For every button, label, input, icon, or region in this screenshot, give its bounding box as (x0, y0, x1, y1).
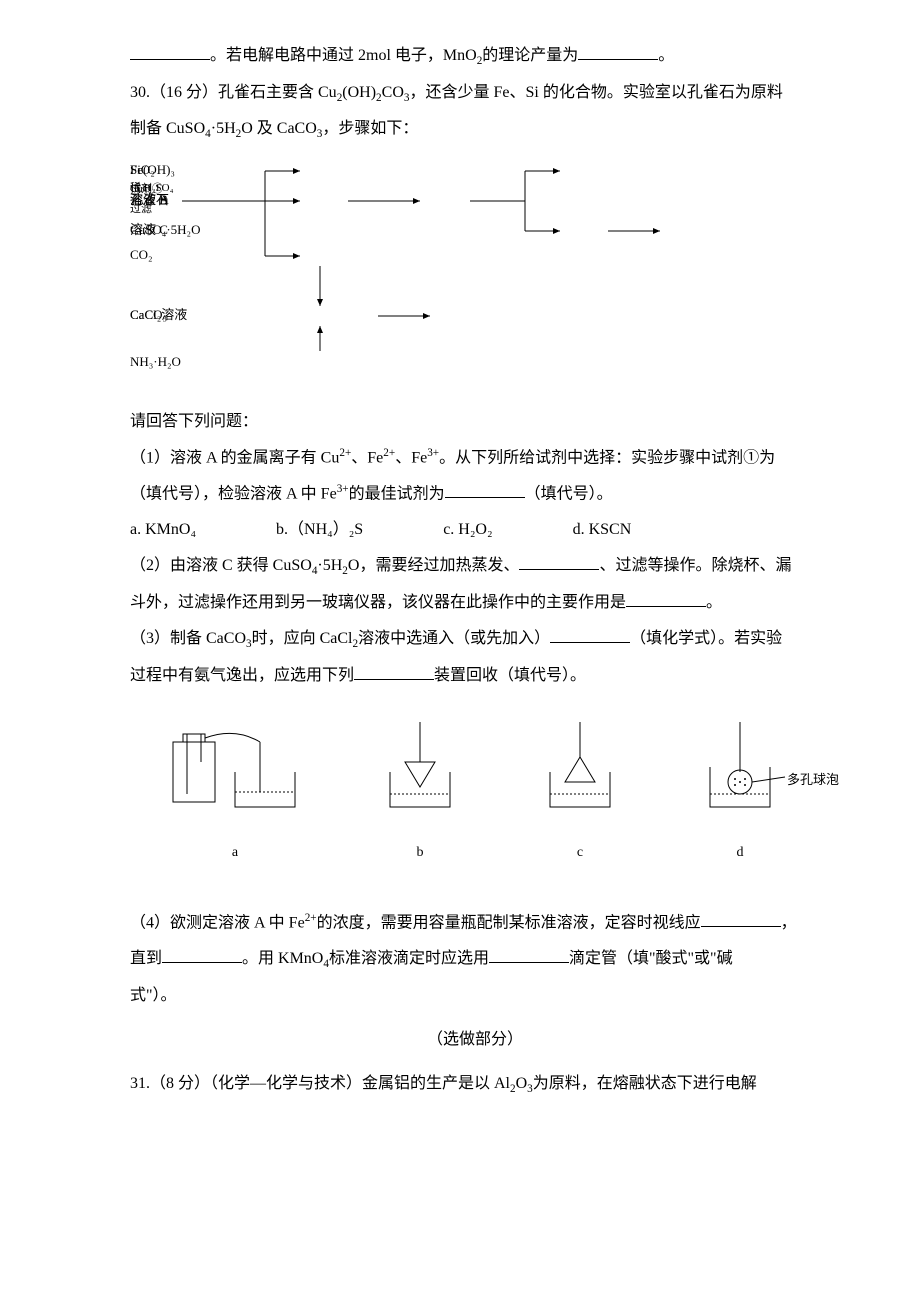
device-b: b (375, 722, 465, 867)
device-a-label: a (165, 839, 305, 867)
text: 30.（16 分）孔雀石主要含 Cu (130, 84, 337, 101)
q30-line1: 30.（16 分）孔雀石主要含 Cu2(OH)2CO3，还含少量 Fe、Si 的… (130, 77, 820, 110)
p1-line1: （1）溶液 A 的金属离子有 Cu2+、Fe2+、Fe3+。从下列所给试剂中选择… (130, 442, 820, 474)
device-d: 多孔球泡 d (695, 722, 785, 867)
flow-diagram: 孔雀石 稀 H₂SO₄ SiO₂ 溶液 A 试剂① 溶液 B CuO 过滤 Fe… (130, 156, 820, 376)
blank (519, 554, 599, 570)
blank (162, 947, 242, 963)
option-a: a. KMnO₄ (130, 514, 196, 546)
blank (489, 947, 569, 963)
continuation-line: 。若电解电路中通过 2mol 电子，MnO2的理论产量为。 (130, 40, 820, 73)
device-c: c (535, 722, 625, 867)
flow-caco3: CaCO₃ (130, 307, 167, 323)
flow-cuso4: CuSO₄·5H₂O (130, 222, 200, 238)
device-a-icon (165, 732, 305, 822)
flow-cuo: CuO (130, 183, 151, 196)
device-row: a b c 多孔球泡 d (130, 722, 820, 867)
p3-line2: 过程中有氨气逸出，应选用下列装置回收（填代号）。 (130, 660, 820, 692)
p2-line2: 斗外，过滤操作还用到另一玻璃仪器，该仪器在此操作中的主要作用是。 (130, 587, 820, 619)
device-d-annotation: 多孔球泡 (787, 767, 839, 793)
option-d: d. KSCN (573, 514, 632, 546)
q31-line1: 31.（8 分）（化学—化学与技术）金属铝的生产是以 Al2O3为原料，在熔融状… (130, 1068, 820, 1101)
blank (550, 627, 630, 643)
device-d-label: d (695, 839, 785, 867)
device-a: a (165, 732, 305, 867)
p3-line1: （3）制备 CaCO3时，应向 CaCl2溶液中选通入（或先加入）（填化学式）。… (130, 623, 820, 656)
option-c: c. H₂O₂ (443, 514, 492, 546)
text: 。 (658, 47, 674, 64)
p4-line3: 式"）。 (130, 980, 820, 1012)
blank (445, 482, 525, 498)
p4-line2: 直到。用 KMnO4标准溶液滴定时应选用滴定管（填"酸式"或"碱 (130, 943, 820, 976)
device-c-label: c (535, 839, 625, 867)
answer-prompt: 请回答下列问题： (130, 406, 820, 438)
blank (626, 591, 706, 607)
text: 的理论产量为 (482, 47, 578, 64)
device-b-label: b (375, 839, 465, 867)
device-c-icon (535, 722, 625, 822)
device-b-icon (375, 722, 465, 822)
blank (130, 44, 210, 60)
flow-feoh3: Fe(OH)₃ (130, 162, 175, 178)
blank (701, 911, 781, 927)
text: 。若电解电路中通过 2mol 电子，MnO (210, 47, 477, 64)
flow-nh3: NH₃·H₂O (130, 354, 181, 370)
p4-line1: （4）欲测定溶液 A 中 Fe2+的浓度，需要用容量瓶配制某标准溶液，定容时视线… (130, 907, 820, 939)
options-row: a. KMnO₄ b.（NH₄）₂S c. H₂O₂ d. KSCN (130, 514, 820, 546)
q30-line2: 制备 CuSO4·5H2O 及 CaCO3，步骤如下： (130, 113, 820, 146)
blank (354, 664, 434, 680)
blank (578, 44, 658, 60)
flow-co2: CO₂ (130, 247, 153, 263)
option-b: b.（NH₄）₂S (276, 514, 363, 546)
p2-line1: （2）由溶液 C 获得 CuSO4·5H2O，需要经过加热蒸发、、过滤等操作。除… (130, 550, 820, 583)
flow-filter: 过滤 (130, 203, 152, 216)
section-label: （选做部分） (130, 1024, 820, 1056)
p1-line2: （填代号），检验溶液 A 中 Fe3+的最佳试剂为（填代号）。 (130, 478, 820, 510)
device-d-icon (695, 722, 785, 822)
